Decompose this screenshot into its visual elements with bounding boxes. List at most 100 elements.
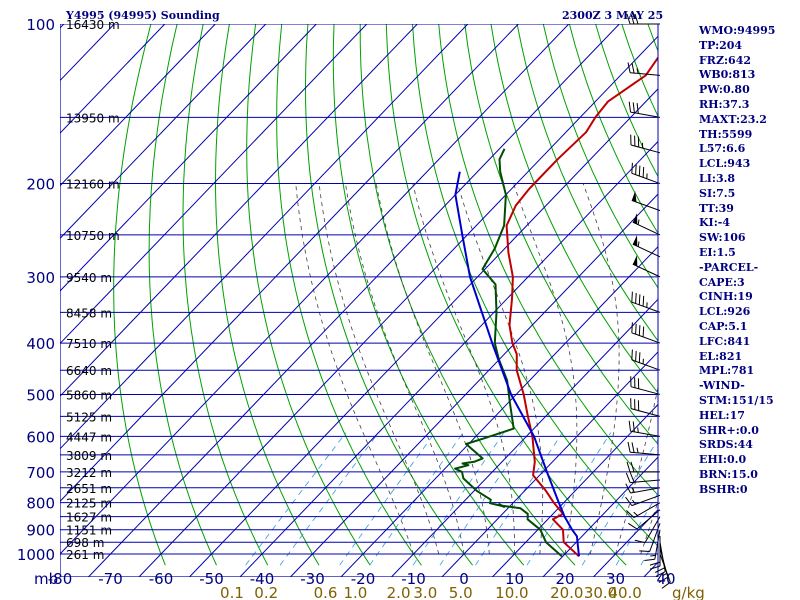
sounding-parameter: PW:0.80 [699,83,750,97]
mixing-ratio-label: 30.0 [584,584,617,600]
pressure-unit-label: mb [34,570,58,588]
wind-barb-feather [634,13,639,25]
wind-barb-staff [631,359,661,371]
wind-barb-feather [625,496,633,506]
wind-barb-feather [635,350,637,362]
dry-adiabat [214,24,320,566]
wind-barb [631,191,661,212]
wind-barb-half-feather [637,219,640,225]
wind-barb-staff [630,430,661,437]
mixing-ratio-label: 3.0 [413,584,437,600]
mixing-ratio-label: 20.0 [550,584,583,600]
moist-adiabat [412,183,515,554]
height-label: 1151 m [66,524,112,538]
wind-barb [632,235,661,258]
chart-timestamp: 2300Z 3 MAY 25 [562,9,664,22]
isotherm [60,24,570,555]
sounding-parameter: MPL:781 [699,364,755,378]
wind-barb [626,13,660,25]
dry-adiabat [113,24,166,566]
mixing-ratio-label: 40.0 [608,584,641,600]
wind-barb-staff [630,479,661,484]
wind-barb-staff [632,221,661,236]
wind-barb-feather [654,567,665,573]
wind-barb-feather [635,323,637,335]
dry-adiabat [182,24,269,566]
height-label: 4447 m [66,430,112,444]
sounding-parameter: TP:204 [699,38,743,52]
height-label: 3212 m [66,466,112,480]
sounding-parameter: BSHR:0 [699,482,748,496]
height-label: 6640 m [66,364,112,378]
wind-barb-half-feather [633,511,638,516]
temperature-tick-label: -10 [401,570,426,588]
temperature-tick-label: 0 [459,570,469,588]
temperature-tick-label: -60 [149,570,174,588]
sounding-parameter: WMO:94995 [699,24,776,37]
wind-barb [654,542,666,577]
wind-barb [630,376,661,395]
wind-barb-pennant [632,255,638,267]
pressure-tick-label: 200 [26,176,55,194]
wind-barb-staff [630,408,661,417]
mixing-ratio-line [245,432,347,566]
wind-barb-feather [644,558,655,561]
temperature-tick-label: -70 [98,570,123,588]
height-label: 16430 m [66,18,120,32]
dry-adiabat [246,24,371,566]
wind-barb-feather [655,571,666,577]
wind-barb [627,62,661,76]
height-label: 2125 m [66,497,112,511]
mixing-ratio-line [581,438,658,566]
moist-adiabat [457,183,544,555]
wind-barb [628,101,661,118]
isotherm [441,351,658,577]
moist-adiabat [615,385,658,555]
wind-barb-feather [658,576,669,584]
isotherm [60,24,267,240]
sounding-parameter: STM:151/15 [699,393,774,407]
wind-barb-half-feather [637,427,639,433]
moist-adiabat [345,183,465,555]
isotherm [138,35,658,577]
wind-barb [628,509,661,530]
wind-barb [631,291,661,313]
parcel-profile [454,171,580,557]
sounding-parameter: LI:3.8 [699,171,736,185]
dry-adiabat [304,24,473,566]
wind-barb-staff [636,509,661,530]
wind-barb-staff [659,542,666,572]
mixing-ratio-label: 1.0 [343,584,367,600]
wind-barb-feather [642,166,645,178]
mixing-ratio-line [369,432,464,566]
wind-barb [631,162,661,185]
pressure-tick-label: 100 [26,16,55,34]
wind-barb [644,529,661,561]
dry-adiabat [359,24,576,566]
wind-barb-pennant [632,235,638,247]
isotherm [60,24,368,345]
sounding-parameter: WB0:813 [699,68,756,82]
pressure-tick-label: 700 [26,464,55,482]
temperature-tick-label: 40 [656,570,675,588]
wind-barb-feather [631,291,633,303]
sounding-parameter: KI:-4 [699,216,730,230]
wind-barb-feather [631,162,633,174]
temperature-profile [505,56,658,558]
wind-barb-feather [628,101,631,113]
temperature-tick-label: 30 [606,570,625,588]
isotherm [189,88,658,577]
mixing-ratio-label: 2.0 [387,584,411,600]
wind-barb-feather [625,483,631,494]
wind-barb-staff [631,172,661,185]
height-label: 9540 m [66,271,112,285]
isotherm [340,245,658,577]
mixing-ratio-unit-label: g/kg [672,584,705,600]
sounding-parameter: RH:37.3 [699,97,750,111]
chart-grid [60,24,658,577]
isotherm [60,24,317,292]
pressure-tick-label: 900 [26,522,55,540]
sounding-parameter: CAPE:3 [699,275,745,289]
wind-barb [631,322,661,344]
wind-barb-feather [627,62,631,73]
